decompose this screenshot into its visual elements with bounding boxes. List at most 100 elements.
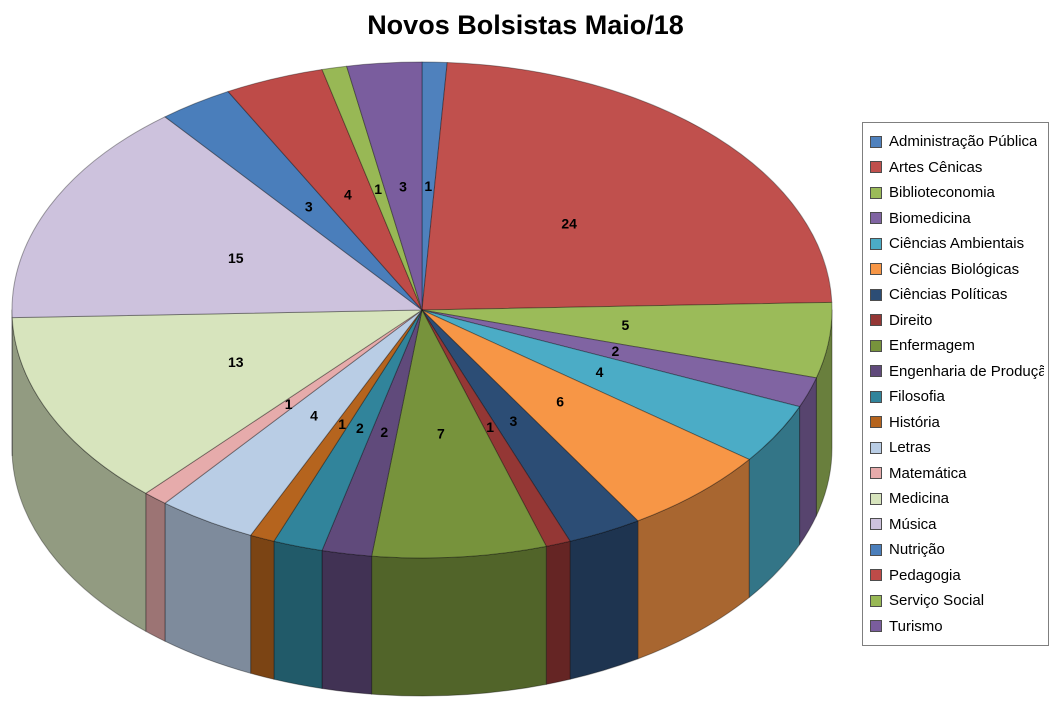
slice-value-label: 1: [374, 181, 382, 197]
pie-slice: [164, 91, 423, 311]
legend-swatch: [870, 467, 882, 480]
pie-slice-wall: [273, 540, 323, 690]
legend-swatch: [870, 390, 882, 403]
legend-label: Engenharia de Produção: [889, 362, 1044, 380]
pie-slice: [421, 301, 833, 379]
legend-swatch: [870, 135, 882, 148]
pie-slice: [11, 116, 423, 319]
legend-label: Artes Cênicas: [889, 158, 983, 176]
slice-value-label: 3: [509, 413, 517, 429]
slice-value-label: 7: [437, 425, 445, 441]
legend-swatch: [870, 543, 882, 556]
pie-slice: [421, 61, 833, 311]
legend-item: Nutrição: [870, 537, 1044, 563]
pie-slice: [421, 61, 448, 311]
slice-value-label: 5: [622, 317, 630, 333]
legend-swatch: [870, 212, 882, 225]
legend-label: Ciências Ambientais: [889, 235, 1025, 253]
legend-item: Biblioteconomia: [870, 180, 1044, 206]
pie-slice: [11, 309, 423, 494]
pie-slice: [321, 65, 423, 311]
slice-value-label: 4: [310, 407, 318, 423]
pie-slice-wall: [145, 492, 166, 642]
pie-slice: [421, 309, 817, 408]
slice-value-label: 2: [356, 420, 364, 436]
slice-value-label: 1: [424, 178, 432, 194]
legend-item: Letras: [870, 435, 1044, 461]
slice-value-label: 4: [596, 364, 604, 380]
legend-label: Serviço Social: [889, 592, 985, 610]
legend-swatch: [870, 365, 882, 378]
pie-slice-wall: [371, 545, 547, 697]
legend-label: Direito: [889, 311, 933, 329]
pie-slice-wall: [250, 534, 275, 680]
slice-value-label: 2: [380, 424, 388, 440]
legend-label: Turismo: [889, 617, 943, 635]
slice-value-label: 24: [561, 216, 577, 232]
legend-label: Biblioteconomia: [889, 184, 995, 202]
legend-label: Pedagogia: [889, 566, 961, 584]
legend-item: Administração Pública: [870, 129, 1044, 155]
legend-item: Ciências Políticas: [870, 282, 1044, 308]
legend-item: Biomedicina: [870, 206, 1044, 232]
legend-swatch: [870, 186, 882, 199]
legend-item: Artes Cênicas: [870, 155, 1044, 181]
pie-slice-wall: [545, 540, 571, 685]
legend-swatch: [870, 416, 882, 429]
pie-slice-wall: [569, 520, 639, 680]
slice-value-label: 4: [344, 186, 352, 202]
legend-swatch: [870, 441, 882, 454]
legend-item: História: [870, 410, 1044, 436]
legend-item: Turismo: [870, 614, 1044, 640]
legend: Administração Pública Artes Cênicas Biblio…: [862, 122, 1049, 646]
pie-slice: [250, 309, 423, 542]
legend-item: Engenharia de Produção: [870, 359, 1044, 385]
legend-item: Matemática: [870, 461, 1044, 487]
slice-value-label: 13: [228, 354, 244, 370]
slice-value-label: 2: [611, 343, 619, 359]
slice-value-label: 3: [399, 179, 407, 195]
legend-item: Medicina: [870, 486, 1044, 512]
legend-swatch: [870, 620, 882, 633]
slice-value-label: 6: [556, 394, 564, 410]
legend-label: Ciências Biológicas: [889, 260, 1020, 278]
pie-slice: [371, 309, 547, 559]
pie-slice: [273, 309, 423, 552]
pie-slice: [421, 309, 750, 522]
legend-item: Música: [870, 512, 1044, 538]
legend-item: Enfermagem: [870, 333, 1044, 359]
legend-swatch: [870, 594, 882, 607]
pie-slice: [421, 309, 571, 547]
legend-label: Medicina: [889, 490, 950, 508]
legend-label: Filosofia: [889, 388, 945, 406]
legend-label: Letras: [889, 439, 931, 457]
legend-swatch: [870, 569, 882, 582]
legend-swatch: [870, 339, 882, 352]
slice-value-label: 1: [338, 416, 346, 432]
legend-label: Ciências Políticas: [889, 286, 1008, 304]
legend-label: Administração Pública: [889, 133, 1038, 151]
pie-slice: [227, 68, 423, 311]
pie-slice: [164, 309, 423, 536]
pie-slice: [421, 309, 801, 460]
legend-swatch: [870, 237, 882, 250]
slice-value-label: 1: [285, 396, 293, 412]
pie-slice: [145, 309, 423, 504]
legend-label: Matemática: [889, 464, 967, 482]
legend-label: Música: [889, 515, 937, 533]
legend-swatch: [870, 518, 882, 531]
pie-slice: [421, 309, 639, 542]
legend-item: Direito: [870, 308, 1044, 334]
legend-label: Enfermagem: [889, 337, 975, 355]
legend-swatch: [870, 161, 882, 174]
legend-swatch: [870, 314, 882, 327]
legend-item: Ciências Ambientais: [870, 231, 1044, 257]
legend-item: Serviço Social: [870, 588, 1044, 614]
legend-item: Ciências Biológicas: [870, 257, 1044, 283]
legend-item: Filosofia: [870, 384, 1044, 410]
slice-value-label: 15: [228, 250, 244, 266]
pie-slice: [346, 61, 423, 311]
chart-title: Novos Bolsistas Maio/18: [367, 10, 684, 40]
